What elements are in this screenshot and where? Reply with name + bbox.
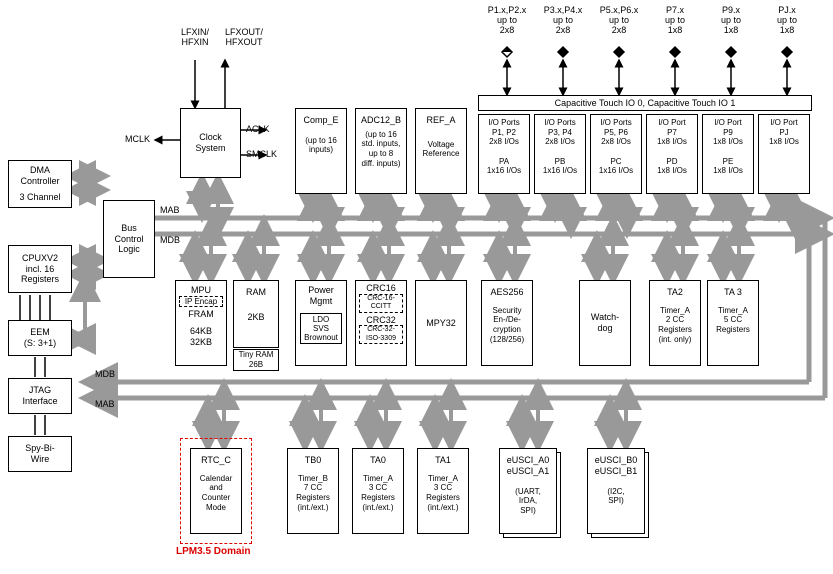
pin-p9: P9.xup to 1x8 <box>704 6 758 36</box>
mab-label-top: MAB <box>160 206 180 216</box>
io-port-1: I/O Ports P3, P4 2x8 I/OsPB 1x16 I/Os <box>534 114 586 194</box>
aclk-label: ACLK <box>246 125 270 135</box>
io-port-4: I/O Port P9 1x8 I/OsPE 1x8 I/Os <box>702 114 754 194</box>
io-port-2: I/O Ports P5, P6 2x8 I/OsPC 1x16 I/Os <box>590 114 642 194</box>
tb0-block: TB0 Timer_B 7 CC Registers (int./ext.) <box>287 448 339 534</box>
io-port-0: I/O Ports P1, P2 2x8 I/OsPA 1x16 I/Os <box>478 114 530 194</box>
cap-touch-block: Capacitive Touch IO 0, Capacitive Touch … <box>478 95 812 111</box>
tinyram-block: Tiny RAM 26B <box>233 349 279 371</box>
bus-control-block: Bus Control Logic <box>103 200 155 278</box>
ram-block: RAM 2KB <box>233 280 279 348</box>
io-port-3: I/O Port P7 1x8 I/OsPD 1x8 I/Os <box>646 114 698 194</box>
ta0-block: TA0 Timer_A 3 CC Registers (int./ext.) <box>352 448 404 534</box>
adc-block: ADC12_B (up to 16 std. inputs, up to 8 d… <box>355 108 407 194</box>
compe-block: Comp_E (up to 16 inputs) <box>295 108 347 194</box>
aes-block: AES256 Security En-/De- cryption (128/25… <box>481 280 533 366</box>
cpu-block: CPUXV2 incl. 16 Registers <box>8 245 72 293</box>
io-port-5: I/O Port PJ 1x8 I/Os <box>758 114 810 194</box>
watchdog-block: Watch- dog <box>579 280 631 366</box>
dma-block: DMA Controller 3 Channel <box>8 160 72 208</box>
mpu-block: MPU IP Encap FRAM 64KB 32KB <box>175 280 227 366</box>
mclk-label: MCLK <box>125 135 150 145</box>
jtag-block: JTAG Interface <box>8 378 72 414</box>
clock-system-block: Clock System <box>180 108 241 178</box>
ta2-block: TA2 Timer_A 2 CC Registers (int. only) <box>649 280 701 366</box>
ta1-block: TA1 Timer_A 3 CC Registers (int./ext.) <box>417 448 469 534</box>
lpm-domain-label: LPM3.5 Domain <box>176 546 250 557</box>
pin-p7: P7.xup to 1x8 <box>648 6 702 36</box>
eusci-b-block: eUSCI_B0 eUSCI_B1 (I2C, SPI) <box>587 448 645 534</box>
lfxin-label: LFXIN/ HFXIN <box>172 28 218 48</box>
smclk-label: SMCLK <box>246 150 277 160</box>
eusci-a-block: eUSCI_A0 eUSCI_A1 (UART, IrDA, SPI) <box>499 448 557 534</box>
power-block: Power Mgmt LDO SVS Brownout <box>295 280 347 366</box>
pin-p3p4: P3.x,P4.xup to 2x8 <box>536 6 590 36</box>
crc-block: CRC16 CRC-16- CCITT CRC32 CRC-32- ISO-33… <box>355 280 407 366</box>
ta3-block: TA 3 Timer_A 5 CC Registers <box>707 280 759 366</box>
pin-p5p6: P5.x,P6.xup to 2x8 <box>592 6 646 36</box>
pin-p1p2: P1.x,P2.xup to 2x8 <box>480 6 534 36</box>
mdb-label-top: MDB <box>160 236 180 246</box>
ref-block: REF_A Voltage Reference <box>415 108 467 194</box>
lfxout-label: LFXOUT/ HFXOUT <box>218 28 270 48</box>
mab-label-bot: MAB <box>95 400 115 410</box>
mpy-block: MPY32 <box>415 280 467 366</box>
eem-block: EEM (S: 3+1) <box>8 320 72 356</box>
mdb-label-bot: MDB <box>95 370 115 380</box>
spy-block: Spy-Bi- Wire <box>8 436 72 472</box>
pin-pj: PJ.xup to 1x8 <box>760 6 814 36</box>
lpm-domain-box <box>180 438 252 544</box>
